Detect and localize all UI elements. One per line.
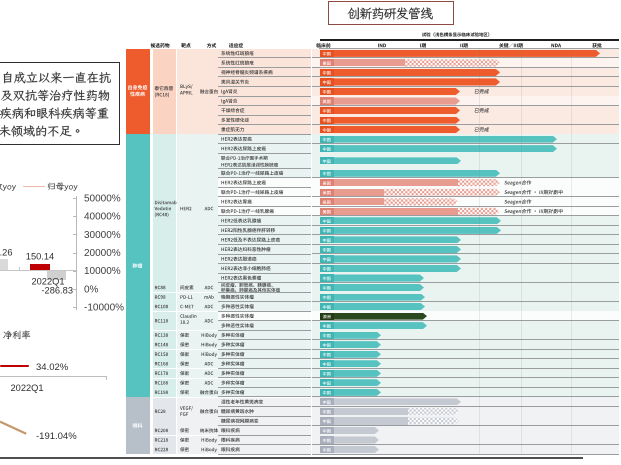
svg-text:30000%: 30000%: [84, 230, 121, 241]
svg-text:-286.83: -286.83: [41, 286, 73, 296]
svg-text:-10000%: -10000%: [84, 303, 124, 314]
svg-text:0%: 0%: [84, 284, 99, 295]
svg-text:20000%: 20000%: [84, 248, 121, 259]
svg-text:40000%: 40000%: [84, 212, 121, 223]
svg-text:150.14: 150.14: [26, 251, 54, 261]
svg-text:2022Q1: 2022Q1: [11, 383, 44, 393]
svg-text:380.26: 380.26: [0, 247, 13, 257]
svg-text:50000%: 50000%: [84, 193, 121, 204]
svg-text:34.02%: 34.02%: [36, 362, 69, 373]
svg-text:2022Q1: 2022Q1: [31, 277, 64, 287]
svg-text:-191.04%: -191.04%: [36, 431, 77, 442]
svg-text:10000%: 10000%: [84, 266, 121, 277]
